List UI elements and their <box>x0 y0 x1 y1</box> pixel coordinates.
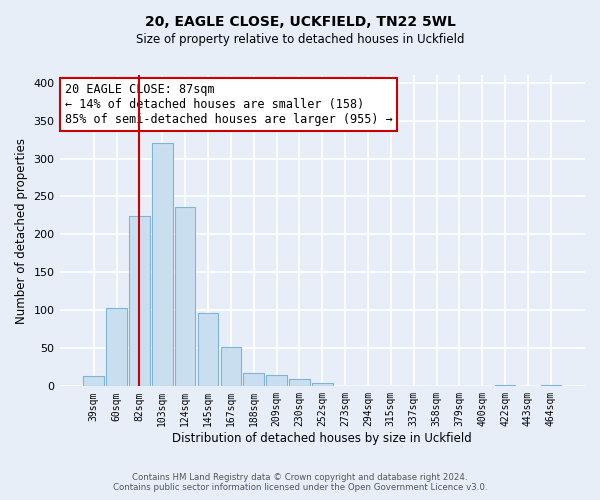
Bar <box>221 347 241 387</box>
Bar <box>198 312 218 386</box>
Bar <box>244 372 264 386</box>
Bar <box>129 216 150 386</box>
Text: Contains HM Land Registry data © Crown copyright and database right 2024.
Contai: Contains HM Land Registry data © Crown c… <box>113 473 487 492</box>
Bar <box>266 375 287 386</box>
X-axis label: Distribution of detached houses by size in Uckfield: Distribution of detached houses by size … <box>172 432 472 445</box>
Text: 20 EAGLE CLOSE: 87sqm
← 14% of detached houses are smaller (158)
85% of semi-det: 20 EAGLE CLOSE: 87sqm ← 14% of detached … <box>65 83 392 126</box>
Bar <box>495 385 515 386</box>
Bar <box>106 308 127 386</box>
Text: 20, EAGLE CLOSE, UCKFIELD, TN22 5WL: 20, EAGLE CLOSE, UCKFIELD, TN22 5WL <box>145 15 455 29</box>
Bar <box>312 382 332 386</box>
Bar <box>175 207 196 386</box>
Bar <box>152 144 173 386</box>
Bar <box>541 385 561 386</box>
Bar <box>83 376 104 386</box>
Bar <box>289 378 310 386</box>
Y-axis label: Number of detached properties: Number of detached properties <box>15 138 28 324</box>
Text: Size of property relative to detached houses in Uckfield: Size of property relative to detached ho… <box>136 32 464 46</box>
